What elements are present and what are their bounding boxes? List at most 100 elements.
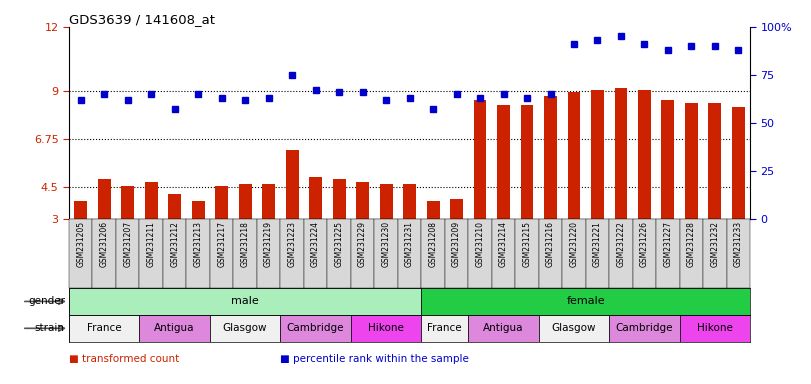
Text: male: male bbox=[231, 296, 259, 306]
Text: Antigua: Antigua bbox=[483, 323, 524, 333]
Text: GSM231214: GSM231214 bbox=[499, 221, 508, 267]
Text: GSM231232: GSM231232 bbox=[710, 221, 719, 267]
FancyBboxPatch shape bbox=[281, 315, 351, 342]
Bar bbox=[732, 107, 744, 219]
Bar bbox=[403, 184, 416, 219]
Bar bbox=[544, 96, 557, 219]
Bar bbox=[709, 103, 722, 219]
FancyBboxPatch shape bbox=[586, 219, 609, 288]
FancyBboxPatch shape bbox=[421, 288, 750, 315]
Text: GSM231230: GSM231230 bbox=[381, 221, 391, 267]
Text: Hikone: Hikone bbox=[368, 323, 404, 333]
Bar bbox=[427, 201, 440, 219]
FancyBboxPatch shape bbox=[351, 219, 375, 288]
FancyBboxPatch shape bbox=[609, 315, 680, 342]
FancyBboxPatch shape bbox=[116, 219, 139, 288]
Text: Cambridge: Cambridge bbox=[616, 323, 673, 333]
Bar bbox=[568, 92, 581, 219]
FancyBboxPatch shape bbox=[69, 288, 421, 315]
Text: Glasgow: Glasgow bbox=[223, 323, 268, 333]
Text: GSM231205: GSM231205 bbox=[76, 221, 85, 267]
Text: GSM231217: GSM231217 bbox=[217, 221, 226, 267]
Bar bbox=[262, 184, 275, 219]
Text: France: France bbox=[87, 323, 122, 333]
Text: GSM231209: GSM231209 bbox=[452, 221, 461, 267]
Text: GSM231210: GSM231210 bbox=[475, 221, 484, 267]
Text: Hikone: Hikone bbox=[697, 323, 733, 333]
Text: GSM231233: GSM231233 bbox=[734, 221, 743, 267]
Text: strain: strain bbox=[35, 323, 65, 333]
Bar bbox=[474, 101, 487, 219]
FancyBboxPatch shape bbox=[680, 315, 750, 342]
Bar bbox=[144, 182, 157, 219]
Bar bbox=[450, 199, 463, 219]
Text: ■ percentile rank within the sample: ■ percentile rank within the sample bbox=[280, 354, 469, 364]
Text: Glasgow: Glasgow bbox=[551, 323, 596, 333]
FancyBboxPatch shape bbox=[69, 315, 139, 342]
Text: ■ transformed count: ■ transformed count bbox=[69, 354, 179, 364]
FancyBboxPatch shape bbox=[139, 315, 210, 342]
FancyBboxPatch shape bbox=[398, 219, 421, 288]
Text: GSM231228: GSM231228 bbox=[687, 221, 696, 267]
FancyBboxPatch shape bbox=[281, 219, 304, 288]
Bar bbox=[497, 105, 510, 219]
FancyBboxPatch shape bbox=[328, 219, 351, 288]
Text: Antigua: Antigua bbox=[154, 323, 195, 333]
Bar bbox=[615, 88, 628, 219]
FancyBboxPatch shape bbox=[468, 315, 539, 342]
FancyBboxPatch shape bbox=[468, 219, 491, 288]
Text: GSM231229: GSM231229 bbox=[358, 221, 367, 267]
FancyBboxPatch shape bbox=[210, 219, 234, 288]
FancyBboxPatch shape bbox=[703, 219, 727, 288]
FancyBboxPatch shape bbox=[351, 315, 421, 342]
Text: GSM231222: GSM231222 bbox=[616, 221, 625, 267]
FancyBboxPatch shape bbox=[92, 219, 116, 288]
Bar bbox=[521, 105, 534, 219]
Bar bbox=[638, 90, 651, 219]
FancyBboxPatch shape bbox=[139, 219, 163, 288]
Bar bbox=[685, 103, 698, 219]
Text: female: female bbox=[566, 296, 605, 306]
Bar bbox=[168, 194, 181, 219]
FancyBboxPatch shape bbox=[562, 219, 586, 288]
Bar bbox=[97, 179, 110, 219]
Text: GDS3639 / 141608_at: GDS3639 / 141608_at bbox=[69, 13, 215, 26]
Bar bbox=[309, 177, 322, 219]
Text: GSM231220: GSM231220 bbox=[569, 221, 578, 267]
Text: GSM231226: GSM231226 bbox=[640, 221, 649, 267]
FancyBboxPatch shape bbox=[680, 219, 703, 288]
FancyBboxPatch shape bbox=[609, 219, 633, 288]
FancyBboxPatch shape bbox=[515, 219, 539, 288]
Bar bbox=[75, 201, 87, 219]
Text: GSM231219: GSM231219 bbox=[264, 221, 273, 267]
Text: Cambridge: Cambridge bbox=[287, 323, 345, 333]
Bar bbox=[121, 186, 134, 219]
FancyBboxPatch shape bbox=[187, 219, 210, 288]
FancyBboxPatch shape bbox=[375, 219, 398, 288]
Text: GSM231212: GSM231212 bbox=[170, 221, 179, 267]
Text: GSM231206: GSM231206 bbox=[100, 221, 109, 267]
FancyBboxPatch shape bbox=[727, 219, 750, 288]
Text: GSM231213: GSM231213 bbox=[194, 221, 203, 267]
Text: GSM231221: GSM231221 bbox=[593, 221, 602, 267]
Bar bbox=[591, 90, 604, 219]
Bar bbox=[215, 186, 228, 219]
Bar bbox=[356, 182, 369, 219]
Bar bbox=[285, 149, 298, 219]
Bar bbox=[662, 101, 675, 219]
FancyBboxPatch shape bbox=[633, 219, 656, 288]
FancyBboxPatch shape bbox=[656, 219, 680, 288]
Bar bbox=[191, 201, 204, 219]
Text: gender: gender bbox=[28, 296, 65, 306]
Text: GSM231215: GSM231215 bbox=[522, 221, 531, 267]
Text: GSM231211: GSM231211 bbox=[147, 221, 156, 267]
FancyBboxPatch shape bbox=[69, 219, 92, 288]
Bar bbox=[238, 184, 251, 219]
Text: GSM231207: GSM231207 bbox=[123, 221, 132, 267]
Text: GSM231218: GSM231218 bbox=[241, 221, 250, 267]
FancyBboxPatch shape bbox=[491, 219, 515, 288]
FancyBboxPatch shape bbox=[234, 219, 257, 288]
FancyBboxPatch shape bbox=[421, 219, 444, 288]
Text: GSM231224: GSM231224 bbox=[311, 221, 320, 267]
Text: GSM231208: GSM231208 bbox=[428, 221, 438, 267]
